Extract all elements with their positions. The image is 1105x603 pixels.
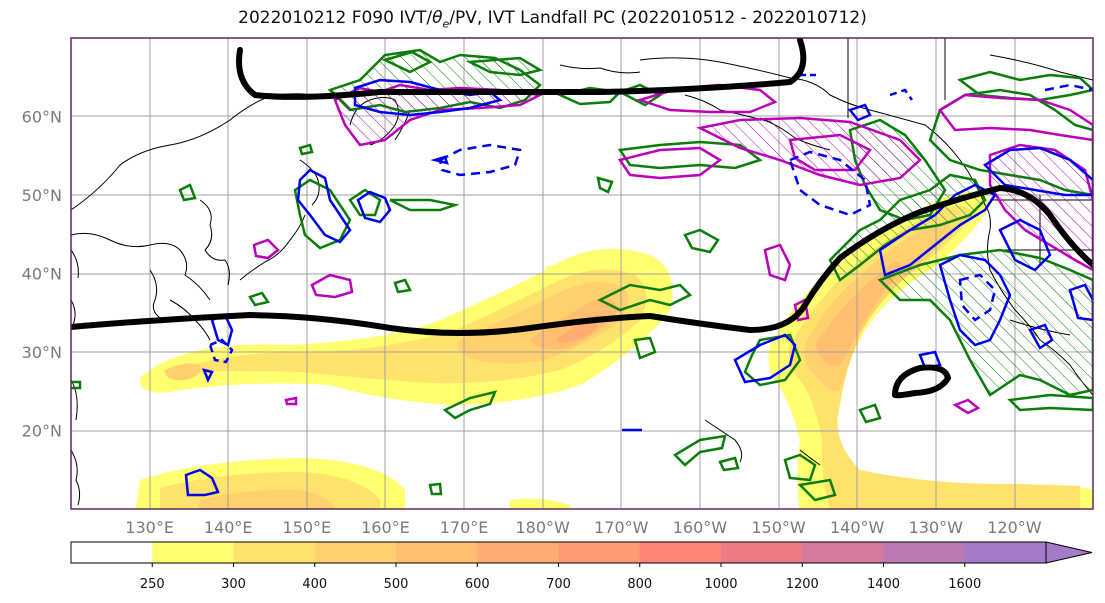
lon-label-140: 140°E — [204, 518, 253, 537]
pc-contours — [71, 38, 1093, 399]
colorbar: 250 300 400 500 600 700 800 1000 1200 1400 1600 — [70, 541, 1093, 592]
colorbar-label-1600: 1600 — [948, 577, 981, 592]
latitude-labels: 60°N 50°N 40°N 30°N 20°N — [22, 108, 62, 441]
lon-label-190: 170°W — [594, 518, 649, 537]
lon-label-130: 130°E — [125, 518, 174, 537]
colorbar-label-1000: 1000 — [704, 577, 737, 592]
lon-label-240: 120°W — [987, 518, 1042, 537]
lon-label-160: 160°E — [361, 518, 410, 537]
lat-label-40: 40°N — [22, 265, 62, 284]
map-title: 2022010212 F090 IVT/θe/PV, IVT Landfall … — [0, 8, 1105, 30]
colorbar-label-250: 250 — [140, 577, 165, 592]
colorbar-label-500: 500 — [384, 577, 409, 592]
colorbar-extend-arrow — [1045, 541, 1093, 564]
colorbar-label-400: 400 — [302, 577, 327, 592]
colorbar-segment — [639, 542, 722, 563]
lat-label-30: 30°N — [22, 343, 62, 362]
lon-label-220: 140°W — [830, 518, 885, 537]
colorbar-segment — [396, 542, 478, 563]
colorbar-label-800: 800 — [627, 577, 652, 592]
colorbar-label-700: 700 — [546, 577, 571, 592]
title-suffix: /PV, IVT Landfall PC (2022010512 - 20220… — [449, 8, 867, 28]
colorbar-label-1400: 1400 — [867, 577, 900, 592]
title-prefix: 2022010212 F090 IVT/ — [238, 8, 433, 28]
colorbar-segment — [964, 542, 1047, 563]
blue-contours — [184, 73, 1093, 497]
colorbar-segment — [314, 542, 397, 563]
colorbar-label-1200: 1200 — [786, 577, 819, 592]
lon-label-230: 130°W — [909, 518, 964, 537]
lon-label-150: 150°E — [283, 518, 332, 537]
colorbar-label-600: 600 — [465, 577, 490, 592]
colorbar-segment — [802, 542, 884, 563]
pv-contours — [71, 48, 1093, 502]
longitude-labels: 130°E 140°E 150°E 160°E 170°E 180°W 170°W 160°W… — [125, 518, 1041, 537]
lat-label-60: 60°N — [22, 108, 62, 127]
lon-label-170: 170°E — [440, 518, 489, 537]
map-frame — [70, 37, 1094, 510]
colorbar-segment — [721, 542, 803, 563]
colorbar-segment — [477, 542, 559, 563]
colorbar-segment — [883, 542, 966, 563]
lon-label-200: 160°W — [673, 518, 728, 537]
colorbar-label-300: 300 — [221, 577, 246, 592]
lat-label-50: 50°N — [22, 186, 62, 205]
lon-label-210: 150°W — [751, 518, 806, 537]
colorbar-segment — [233, 542, 316, 563]
title-theta-subscript: e — [442, 17, 450, 31]
colorbar-segment — [71, 542, 153, 563]
colorbar-segment — [152, 542, 234, 563]
lat-label-20: 20°N — [22, 422, 62, 441]
lon-label-180: 180°W — [516, 518, 571, 537]
map-area — [71, 38, 1093, 509]
colorbar-segment — [558, 542, 641, 563]
title-theta: θ — [432, 8, 443, 28]
